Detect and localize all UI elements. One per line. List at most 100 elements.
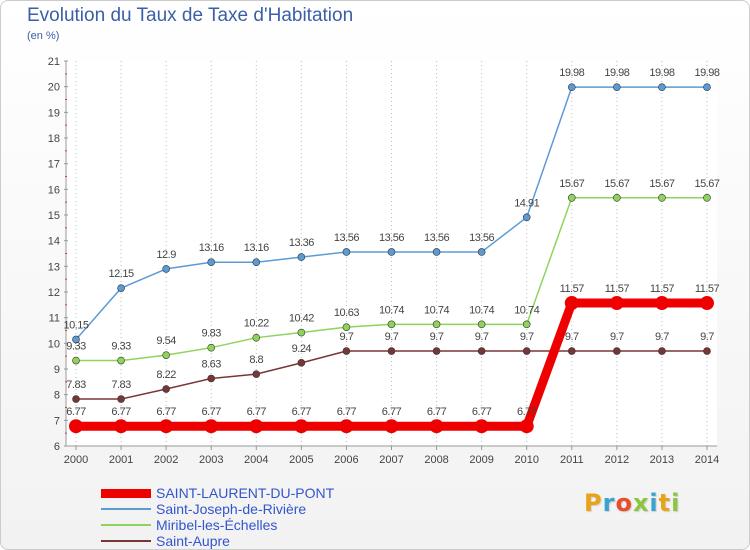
data-point (609, 296, 624, 311)
y-tick-label: 15 (48, 210, 60, 222)
data-label: 6.77 (292, 406, 312, 418)
y-unit-label: (en %) (27, 30, 60, 42)
data-point (384, 419, 399, 434)
data-label: 6.77 (382, 406, 402, 418)
data-point (613, 83, 621, 91)
data-label: 9.33 (66, 341, 86, 353)
x-tick-label: 2002 (154, 454, 178, 466)
data-point (654, 296, 669, 311)
data-point (613, 194, 621, 202)
data-label: 6.77 (427, 406, 447, 418)
data-label: 10.22 (244, 318, 269, 330)
y-tick-label: 16 (48, 184, 60, 196)
chart-legend: SAINT-LAURENT-DU-PONT Saint-Joseph-de-Ri… (101, 485, 421, 549)
legend-swatch (101, 488, 151, 498)
data-point (162, 265, 170, 273)
data-label: 9.83 (202, 328, 222, 340)
x-tick-label: 2003 (199, 454, 223, 466)
y-tick-label: 6 (54, 441, 60, 453)
data-point (700, 296, 714, 311)
data-label: 11.57 (695, 283, 720, 295)
x-tick-label: 2001 (109, 454, 133, 466)
data-point (249, 419, 264, 434)
x-tick-label: 2007 (379, 454, 403, 466)
data-point (567, 83, 576, 91)
data-point (658, 347, 666, 355)
data-label: 15.67 (649, 178, 674, 190)
data-point (387, 320, 396, 329)
x-tick-label: 2013 (650, 454, 674, 466)
data-label: 13.56 (469, 232, 494, 244)
data-point (117, 284, 125, 292)
data-point (72, 356, 80, 365)
data-point (72, 335, 80, 344)
data-label: 6.77 (247, 406, 267, 418)
chart-title: Evolution du Taux de Taxe d'Habitation (27, 5, 354, 26)
x-tick-label: 2006 (334, 454, 358, 466)
data-point (432, 320, 441, 329)
data-label: 9.7 (340, 331, 354, 343)
x-tick-label: 2005 (289, 454, 313, 466)
data-point (207, 343, 216, 352)
x-tick-label: 2011 (560, 454, 584, 466)
data-point (252, 333, 261, 342)
data-label: 9.7 (385, 331, 399, 343)
x-tick-label: 2010 (514, 454, 538, 466)
data-point (297, 328, 306, 337)
logo-letter: i (671, 489, 681, 517)
y-tick-label: 7 (54, 415, 60, 427)
data-label: 6.77 (517, 406, 537, 418)
data-point (477, 347, 486, 355)
data-point (294, 419, 309, 434)
data-label: 12.9 (156, 249, 176, 261)
data-label: 6.77 (202, 406, 222, 418)
legend-label: Saint-Aupre (156, 533, 230, 549)
y-tick-label: 11 (49, 313, 60, 325)
data-point (117, 356, 125, 365)
data-label: 10.63 (334, 307, 359, 319)
data-label: 11.57 (650, 283, 675, 295)
data-label: 9.7 (700, 331, 714, 343)
data-point (204, 419, 219, 434)
data-label: 13.16 (244, 242, 269, 254)
data-point (207, 374, 216, 383)
legend-swatch (101, 524, 151, 526)
y-tick-label: 14 (48, 236, 60, 248)
data-label: 6.77 (66, 406, 86, 418)
data-point (252, 258, 261, 267)
data-label: 8.63 (202, 358, 222, 370)
y-tick-label: 10 (48, 338, 60, 350)
legend-item: Miribel-les-Échelles (101, 517, 421, 533)
data-label: 9.7 (475, 331, 489, 343)
data-point (703, 194, 711, 202)
data-point (703, 83, 711, 91)
y-tick-label: 19 (48, 107, 60, 119)
data-label: 10.74 (424, 304, 449, 316)
data-label: 13.56 (379, 232, 404, 244)
data-point (117, 395, 125, 403)
legend-label: Miribel-les-Échelles (156, 517, 278, 533)
data-label: 9.7 (520, 331, 534, 343)
data-label: 15.67 (694, 178, 719, 190)
data-label: 10.74 (379, 304, 404, 316)
data-point (613, 347, 621, 355)
data-label: 6.77 (472, 406, 492, 418)
data-label: 12.15 (109, 268, 134, 280)
y-tick-label: 18 (48, 133, 60, 145)
data-point (567, 194, 576, 202)
data-label: 19.98 (649, 67, 674, 79)
data-point (297, 253, 306, 261)
data-label: 19.98 (559, 67, 584, 79)
legend-item: Saint-Joseph-de-Rivière (101, 501, 421, 517)
data-point (477, 320, 486, 329)
x-tick-label: 2008 (424, 454, 448, 466)
data-label: 9.33 (111, 341, 131, 353)
data-point (519, 419, 534, 434)
proxiti-logo: Proxiti (584, 489, 680, 517)
x-tick-label: 2012 (605, 454, 629, 466)
data-label: 10.74 (514, 304, 539, 316)
data-point (564, 296, 579, 311)
data-label: 19.98 (604, 67, 629, 79)
data-point (429, 419, 444, 434)
legend-item: SAINT-LAURENT-DU-PONT (101, 485, 421, 501)
